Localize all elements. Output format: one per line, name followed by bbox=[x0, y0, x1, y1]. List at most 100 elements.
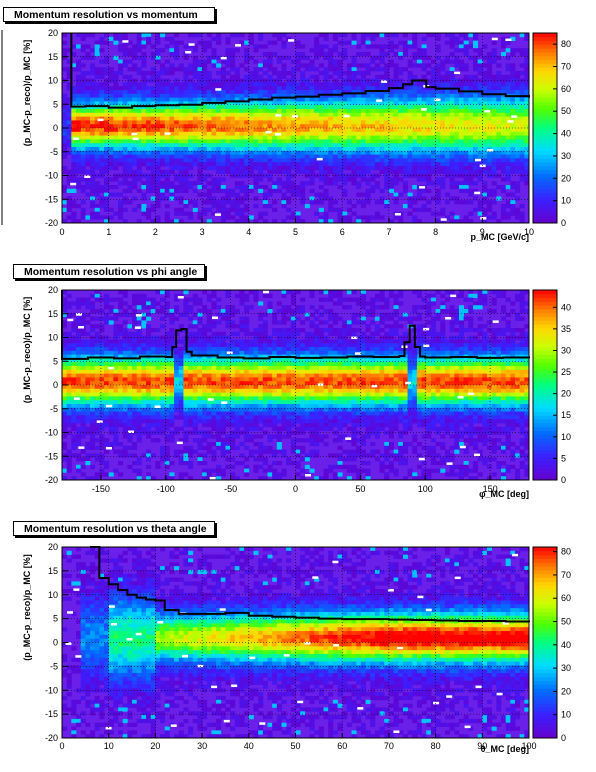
y-tick-label: -15 bbox=[45, 451, 58, 461]
profile-line bbox=[70, 33, 530, 109]
y-tick-label: 20 bbox=[48, 542, 58, 552]
x-tick-label: 8 bbox=[433, 227, 438, 237]
x-tick-label: 50 bbox=[290, 741, 300, 751]
y-tick-label: 0 bbox=[53, 638, 58, 648]
z-tick-label: 0 bbox=[561, 475, 566, 485]
y-tick-label: 10 bbox=[48, 333, 58, 343]
x-axis-label: φ_MC [deg] bbox=[479, 489, 529, 499]
z-tick-label: 70 bbox=[561, 570, 571, 580]
profile-line bbox=[90, 546, 530, 623]
z-tick-label: 30 bbox=[561, 151, 571, 161]
z-tick-label: 30 bbox=[561, 663, 571, 673]
x-tick-label: 10 bbox=[524, 227, 534, 237]
x-tick-label: 90 bbox=[477, 741, 487, 751]
y-tick-label: -5 bbox=[50, 404, 58, 414]
z-tick-label: 30 bbox=[561, 345, 571, 355]
y-tick-label: 0 bbox=[53, 380, 58, 390]
x-tick-label: 3 bbox=[200, 227, 205, 237]
chart-title-phi: Momentum resolution vs phi angle bbox=[13, 264, 205, 279]
y-tick-label: -20 bbox=[45, 218, 58, 228]
x-tick-label: 5 bbox=[293, 227, 298, 237]
chart-title-momentum: Momentum resolution vs momentum bbox=[3, 7, 215, 22]
x-tick-label: 80 bbox=[431, 741, 441, 751]
z-tick-label: 80 bbox=[561, 547, 571, 557]
x-tick-label: 4 bbox=[246, 227, 251, 237]
y-tick-label: 0 bbox=[53, 123, 58, 133]
z-tick-label: 20 bbox=[561, 173, 571, 183]
chart-2: 0 10 20 30 40 50 60 70 80 90 100-20-15-10-50510152… bbox=[22, 542, 571, 754]
x-tick-label: 0 bbox=[293, 484, 298, 494]
y-axis-label: (p_MC-p_reco)/p_MC [%] bbox=[22, 554, 32, 661]
z-tick-label: 70 bbox=[561, 62, 571, 72]
z-tick-label: 60 bbox=[561, 593, 571, 603]
x-tick-label: -50 bbox=[224, 484, 237, 494]
y-tick-label: -10 bbox=[45, 428, 58, 438]
x-tick-label: -100 bbox=[157, 484, 175, 494]
y-tick-label: -10 bbox=[45, 685, 58, 695]
x-tick-label: 40 bbox=[244, 741, 254, 751]
z-tick-label: 40 bbox=[561, 129, 571, 139]
y-tick-label: 10 bbox=[48, 590, 58, 600]
x-tick-label: 2 bbox=[153, 227, 158, 237]
z-tick-label: 5 bbox=[561, 453, 566, 463]
y-tick-label: 15 bbox=[48, 309, 58, 319]
y-tick-label: 5 bbox=[53, 99, 58, 109]
z-tick-label: 0 bbox=[561, 218, 566, 228]
profile-line bbox=[61, 290, 530, 360]
z-tick-label: 10 bbox=[561, 196, 571, 206]
y-tick-label: 10 bbox=[48, 76, 58, 86]
z-tick-label: 60 bbox=[561, 84, 571, 94]
x-tick-label: 100 bbox=[418, 484, 433, 494]
z-tick-label: 50 bbox=[561, 106, 571, 116]
z-tick-label: 40 bbox=[561, 302, 571, 312]
x-tick-label: 0 bbox=[59, 741, 64, 751]
color-scale: 0 5 10 15 20 25 30 35 40 bbox=[532, 289, 571, 485]
z-tick-label: 35 bbox=[561, 324, 571, 334]
z-tick-label: 10 bbox=[561, 710, 571, 720]
z-tick-label: 0 bbox=[561, 733, 566, 743]
y-tick-label: -10 bbox=[45, 171, 58, 181]
y-tick-label: -15 bbox=[45, 194, 58, 204]
heatmap-cells bbox=[62, 547, 530, 739]
z-tick-label: 15 bbox=[561, 410, 571, 420]
x-tick-label: 10 bbox=[104, 741, 114, 751]
x-tick-label: 30 bbox=[197, 741, 207, 751]
y-axis-label: (p_MC-p_reco)/p_MC [%] bbox=[22, 297, 32, 404]
y-tick-label: -15 bbox=[45, 709, 58, 719]
z-tick-label: 20 bbox=[561, 686, 571, 696]
y-tick-label: -20 bbox=[45, 475, 58, 485]
y-tick-label: 5 bbox=[53, 614, 58, 624]
y-tick-label: 20 bbox=[48, 285, 58, 295]
x-tick-label: 7 bbox=[386, 227, 391, 237]
x-tick-label: 0 bbox=[59, 227, 64, 237]
x-tick-label: 70 bbox=[384, 741, 394, 751]
z-tick-label: 40 bbox=[561, 640, 571, 650]
y-tick-label: 5 bbox=[53, 356, 58, 366]
x-tick-label: 6 bbox=[340, 227, 345, 237]
chart-1: -150 -100 -50 0 50 100 150-20-15-10-505101520φ… bbox=[22, 285, 571, 499]
z-tick-label: 20 bbox=[561, 389, 571, 399]
chart-0: 0 1 2 3 4 5 6 7 8 9 10 -20 -15 -10 -5 0 5 10 15 20 p_MC [GeV… bbox=[22, 28, 571, 242]
z-tick-label: 25 bbox=[561, 367, 571, 377]
x-tick-label: 9 bbox=[480, 227, 485, 237]
x-tick-label: 150 bbox=[483, 484, 498, 494]
chart-title-theta: Momentum resolution vs theta angle bbox=[13, 521, 215, 536]
x-tick-label: -150 bbox=[92, 484, 110, 494]
y-tick-label: 15 bbox=[48, 566, 58, 576]
x-tick-label: 100 bbox=[521, 741, 536, 751]
color-scale: 0 10 20 30 40 50 60 70 80 bbox=[532, 32, 571, 228]
color-scale: 0 10 20 30 40 50 60 70 80 bbox=[532, 546, 571, 743]
z-tick-label: 50 bbox=[561, 617, 571, 627]
y-tick-label: 20 bbox=[48, 28, 58, 38]
x-axis-label: θ_MC [deg] bbox=[481, 744, 529, 754]
x-tick-label: 60 bbox=[337, 741, 347, 751]
y-tick-label: -20 bbox=[45, 733, 58, 743]
y-tick-label: -5 bbox=[50, 661, 58, 671]
x-tick-label: 20 bbox=[150, 741, 160, 751]
z-tick-label: 80 bbox=[561, 39, 571, 49]
y-axis-label: (p_MC-p_reco)/p_MC [%] bbox=[22, 40, 32, 147]
y-tick-label: 15 bbox=[48, 52, 58, 62]
heatmap-cells bbox=[62, 33, 530, 224]
x-tick-label: 1 bbox=[106, 227, 111, 237]
